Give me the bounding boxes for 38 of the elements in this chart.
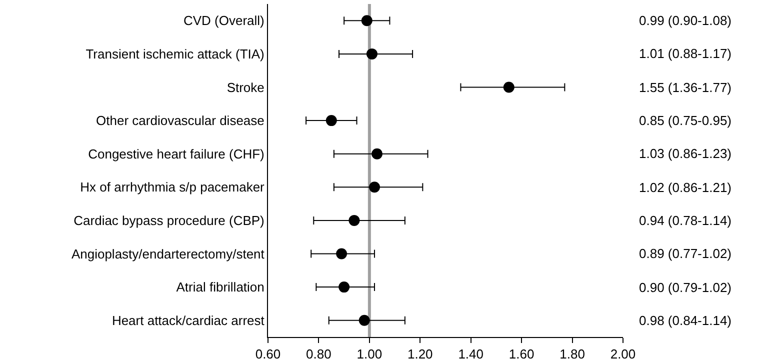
y-tick-label: Other cardiovascular disease: [96, 113, 264, 128]
data-label: 0.89 (0.77-1.02): [639, 246, 732, 261]
y-tick-label: Angioplasty/endarterectomy/stent: [71, 246, 265, 262]
y-tick-label: Stroke: [226, 80, 264, 95]
data-label: 0.94 (0.78-1.14): [639, 213, 732, 228]
x-tick-label: 0.80: [306, 346, 332, 362]
point: [348, 214, 360, 226]
y-tick-label: CVD (Overall): [183, 13, 264, 28]
point: [366, 48, 378, 60]
data-label: 0.98 (0.84-1.14): [639, 313, 732, 328]
point: [503, 82, 514, 93]
x-tick-label: 1.60: [508, 346, 534, 362]
x-tick-label: 1.80: [560, 346, 585, 362]
x-tick-label: 1.00: [356, 346, 382, 362]
y-tick-label: Cardiac bypass procedure (CBP): [74, 213, 264, 228]
data-label: 1.01 (0.88-1.17): [639, 46, 732, 61]
data-label: 1.02 (0.86-1.21): [639, 180, 732, 195]
y-tick-label: Transient ischemic attack (TIA): [86, 46, 264, 62]
data-label: 1.03 (0.86-1.23): [639, 146, 732, 161]
y-tick-label: Congestive heart failure (CHF): [88, 146, 264, 162]
x-tick-label: 2.00: [610, 346, 636, 362]
point: [336, 248, 348, 260]
point: [326, 115, 337, 126]
y-tick-label: Heart attack/cardiac arrest: [112, 312, 265, 328]
data-label: 0.90 (0.79-1.02): [639, 280, 732, 295]
data-label: 1.55 (1.36-1.77): [639, 80, 732, 95]
x-tick-label: 0.60: [255, 346, 281, 362]
y-tick-label: Hx of arrhythmia s/p pacemaker: [80, 180, 266, 195]
x-tick-label: 1.40: [458, 346, 484, 362]
y-tick-label: Atrial fibrillation: [176, 280, 264, 295]
point: [361, 15, 372, 26]
point: [369, 182, 380, 193]
point: [358, 314, 370, 326]
data-label: 0.85 (0.75-0.95): [639, 113, 732, 128]
point: [338, 282, 350, 293]
point: [372, 148, 383, 160]
data-label: 0.99 (0.90-1.08): [639, 13, 732, 28]
x-tick-label: 1.20: [407, 346, 433, 362]
